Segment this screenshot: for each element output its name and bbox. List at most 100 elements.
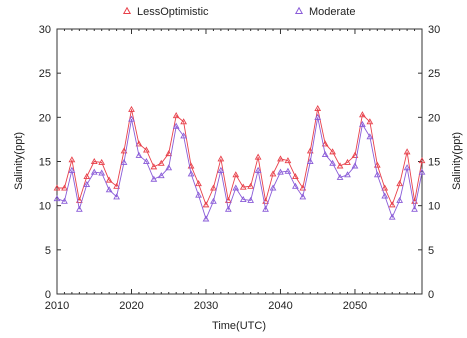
data-point-lessoptimistic	[299, 184, 307, 191]
data-point-lessoptimistic	[98, 158, 106, 165]
data-point-moderate	[284, 167, 292, 174]
data-point-lessoptimistic	[143, 146, 150, 153]
x-tick-label: 2010	[45, 300, 69, 312]
data-point-lessoptimistic	[239, 183, 247, 190]
legend-marker-lessoptimistic	[122, 6, 132, 15]
data-point-moderate	[411, 205, 418, 212]
data-point-moderate	[314, 113, 322, 120]
data-point-lessoptimistic	[396, 180, 404, 187]
legend: LessOptimistic Moderate	[122, 6, 355, 18]
data-point-moderate	[172, 122, 180, 129]
data-point-moderate	[306, 157, 314, 165]
data-point-moderate	[150, 175, 158, 182]
data-point-lessoptimistic	[247, 182, 255, 189]
data-point-moderate	[61, 197, 68, 204]
data-point-moderate	[247, 196, 255, 203]
data-point-moderate	[299, 193, 307, 200]
data-point-lessoptimistic	[128, 105, 135, 112]
data-point-lessoptimistic	[105, 176, 113, 183]
data-point-moderate	[329, 159, 336, 166]
data-point-moderate	[195, 191, 202, 198]
y-tick-label-right: 15	[428, 157, 440, 169]
data-point-lessoptimistic	[232, 171, 240, 178]
data-point-lessoptimistic	[403, 148, 411, 155]
data-point-moderate	[165, 164, 173, 171]
series-lessoptimistic	[53, 104, 426, 208]
data-point-lessoptimistic	[210, 184, 217, 191]
data-point-lessoptimistic	[61, 184, 68, 191]
data-point-moderate	[269, 184, 277, 191]
x-axis-title: Time(UTC)	[212, 320, 266, 332]
data-point-moderate	[351, 162, 359, 169]
y-axis-title-right: Salinity(ppt)	[451, 132, 463, 190]
data-point-lessoptimistic	[68, 156, 76, 163]
data-point-moderate	[105, 186, 113, 193]
data-point-moderate	[403, 164, 411, 171]
data-point-lessoptimistic	[381, 184, 389, 191]
data-point-lessoptimistic	[165, 150, 173, 157]
y-tick-label-right: 5	[428, 245, 434, 257]
data-point-moderate	[254, 166, 262, 173]
x-tick-label: 2040	[268, 300, 292, 312]
data-point-lessoptimistic	[157, 159, 165, 166]
data-point-lessoptimistic	[150, 163, 158, 170]
data-point-moderate	[321, 150, 329, 157]
series-line-moderate	[56, 117, 423, 221]
data-point-moderate	[239, 195, 247, 203]
data-point-lessoptimistic	[135, 140, 143, 147]
x-tick-label: 2030	[194, 300, 218, 312]
legend-marker-moderate	[294, 6, 304, 15]
data-point-moderate	[68, 166, 76, 173]
data-point-moderate	[366, 133, 374, 140]
y-tick-label-left: 30	[39, 24, 51, 36]
data-point-lessoptimistic	[113, 182, 120, 189]
data-point-moderate	[359, 120, 366, 127]
x-tick-label: 2050	[343, 300, 367, 312]
data-point-moderate	[113, 193, 120, 200]
y-tick-label-right: 30	[428, 24, 440, 36]
y-tick-label-right: 0	[428, 289, 434, 301]
data-point-lessoptimistic	[292, 172, 299, 180]
data-point-lessoptimistic	[120, 147, 128, 154]
data-point-lessoptimistic	[344, 158, 351, 165]
data-point-moderate	[232, 184, 240, 191]
data-point-moderate	[217, 166, 225, 173]
legend-label-lessoptimistic: LessOptimistic	[137, 6, 209, 18]
data-point-lessoptimistic	[90, 157, 98, 165]
data-point-lessoptimistic	[388, 201, 396, 208]
data-point-lessoptimistic	[172, 112, 180, 119]
data-point-lessoptimistic	[321, 140, 329, 147]
data-point-moderate	[75, 205, 83, 212]
data-point-moderate	[187, 170, 195, 177]
data-point-moderate	[157, 172, 165, 179]
data-point-moderate	[262, 205, 269, 212]
data-point-moderate	[292, 182, 299, 189]
y-tick-label-right: 20	[428, 112, 440, 124]
data-point-lessoptimistic	[284, 157, 292, 164]
data-point-moderate	[373, 171, 381, 178]
y-tick-label-left: 25	[39, 68, 51, 80]
data-point-moderate	[143, 157, 150, 165]
legend-label-moderate: Moderate	[309, 6, 355, 18]
data-point-lessoptimistic	[277, 155, 284, 162]
y-tick-label-left: 15	[39, 157, 51, 169]
data-point-moderate	[418, 168, 426, 175]
data-point-lessoptimistic	[75, 196, 83, 203]
data-point-lessoptimistic	[314, 104, 322, 112]
data-point-moderate	[83, 180, 91, 187]
y-tick-label-left: 20	[39, 112, 51, 124]
data-point-moderate	[381, 192, 389, 199]
data-point-moderate	[90, 168, 98, 175]
legend-item-lessoptimistic: LessOptimistic	[122, 6, 209, 18]
y-tick-label-left: 0	[45, 289, 51, 301]
data-point-lessoptimistic	[366, 118, 374, 125]
x-tick-label: 2020	[119, 300, 143, 312]
data-point-moderate	[202, 215, 210, 222]
data-point-moderate	[210, 197, 217, 204]
data-point-moderate	[128, 115, 135, 122]
data-point-lessoptimistic	[202, 201, 210, 208]
y-tick-label-right: 25	[428, 68, 440, 80]
